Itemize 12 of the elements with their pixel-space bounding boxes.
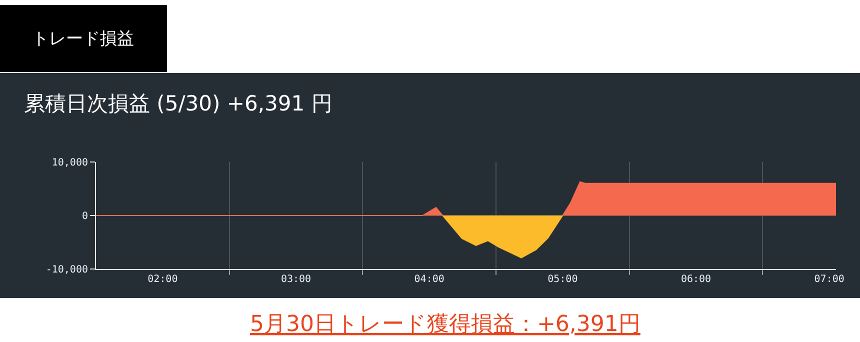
x-tick-label: 02:00 <box>148 274 178 285</box>
x-tick-label: 04:00 <box>414 274 444 285</box>
y-tick-label: 10,000 <box>52 158 88 168</box>
x-tick-label: 06:00 <box>680 274 712 285</box>
x-tick-label: 05:00 <box>548 274 578 285</box>
chart-title: 累積日次損益 (5/30) +6,391 円 <box>24 91 332 116</box>
x-tick-label: 07:00 <box>814 274 844 285</box>
text: トレード損益 <box>32 29 134 49</box>
x-tick-label: 03:00 <box>280 274 312 285</box>
text: 5月30日トレード獲得損益：+6,391円 <box>250 312 640 337</box>
y-tick-label: -10,000 <box>46 264 88 276</box>
y-tick-label: 0 <box>82 211 88 222</box>
